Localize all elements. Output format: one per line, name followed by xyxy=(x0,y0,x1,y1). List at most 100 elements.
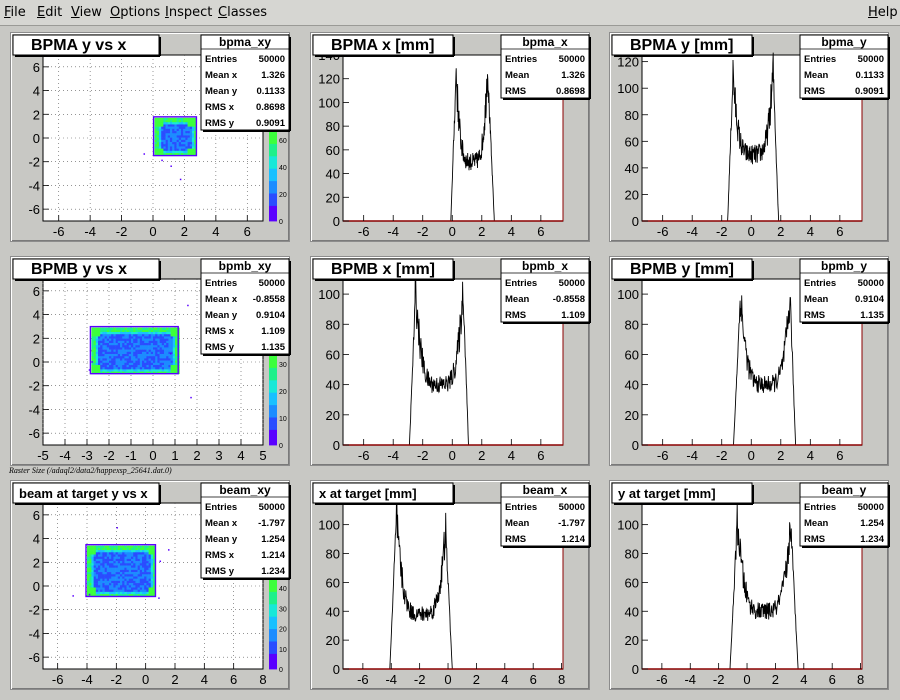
y-tick-label: 60 xyxy=(625,347,639,362)
menu-file[interactable]: File xyxy=(4,5,26,20)
menu-help[interactable]: Help xyxy=(868,5,898,20)
density-cell xyxy=(120,561,123,564)
density-cell xyxy=(168,334,171,337)
density-cell xyxy=(161,334,165,337)
density-cell xyxy=(172,360,176,364)
density-cell xyxy=(185,120,188,123)
density-cell xyxy=(109,545,112,549)
palette-cell xyxy=(269,140,277,144)
density-cell xyxy=(144,356,147,359)
y-tick-label: 40 xyxy=(326,378,340,393)
density-cell xyxy=(115,591,119,595)
palette-tick-label: 10 xyxy=(279,647,287,654)
plot-pad-bpma_y[interactable]: -6 -4 -2 0 2 4 6 0 20 40 60 80 100 120 BPMA y [mm] bpma… xyxy=(609,32,890,242)
density-cell xyxy=(117,343,121,346)
density-cell xyxy=(120,550,123,553)
plot-pad-bpma_xy[interactable]: 0 20 40 60 -6 -4 -2 0 2 4 6 -6 -4 -2 0 2 4 6 BPMA y vs x bp… xyxy=(10,32,291,242)
density-cell xyxy=(109,569,112,573)
density-cell xyxy=(153,558,156,562)
density-cell xyxy=(161,128,164,132)
density-cell xyxy=(146,547,149,551)
density-cell xyxy=(95,329,99,333)
x-tick-label: -6 xyxy=(657,448,669,463)
density-cell xyxy=(157,351,160,355)
density-cell xyxy=(104,356,108,359)
density-cell xyxy=(106,569,110,573)
stats-value: 50000 xyxy=(259,278,285,289)
density-cell xyxy=(115,332,119,335)
density-cell xyxy=(170,365,174,368)
palette-cell xyxy=(269,622,277,626)
density-cell xyxy=(95,367,99,370)
menu-classes[interactable]: Classes xyxy=(218,5,267,20)
density-cell xyxy=(161,148,164,152)
density-cell xyxy=(168,351,171,355)
density-cell xyxy=(100,585,103,588)
menu-inspect[interactable]: Inspect xyxy=(165,5,213,20)
density-cell xyxy=(128,583,132,586)
density-cell xyxy=(124,349,127,353)
density-cell xyxy=(128,591,132,595)
density-cell xyxy=(175,354,178,357)
density-cell xyxy=(98,594,101,597)
density-cell xyxy=(168,332,171,335)
density-cell xyxy=(165,131,169,134)
menu-edit[interactable]: Edit xyxy=(37,5,63,20)
density-cell xyxy=(98,351,101,355)
plot-pad-beam_y[interactable]: -6 -4 -2 0 2 4 6 8 0 20 40 60 80 100 y at target [mm] b… xyxy=(609,480,890,690)
density-cell xyxy=(131,563,134,566)
plot-pad-bpma_x[interactable]: -6-4-20246020406080100120140BPMA x [mm]b… xyxy=(310,32,591,242)
density-cell xyxy=(95,589,99,593)
density-cell xyxy=(128,585,132,588)
density-cell xyxy=(164,360,167,364)
density-cell xyxy=(102,545,105,549)
palette-cell xyxy=(269,367,277,371)
density-cell xyxy=(117,558,121,562)
density-cell xyxy=(109,576,112,579)
density-cell xyxy=(146,340,149,344)
palette-cell xyxy=(269,186,277,191)
density-cell xyxy=(113,358,116,361)
density-cell xyxy=(104,358,108,361)
density-cell xyxy=(180,144,184,147)
density-cell xyxy=(126,585,130,588)
menu-view[interactable]: View xyxy=(71,5,102,20)
density-cell xyxy=(98,589,101,593)
density-cell xyxy=(98,565,101,568)
density-cell xyxy=(126,589,130,593)
density-cell xyxy=(178,126,182,130)
x-tick-label: 6 xyxy=(829,672,836,687)
density-cell xyxy=(191,139,195,143)
density-cell xyxy=(144,369,147,372)
plot-pad-bpmb_x[interactable]: -6 -4 -2 0 2 4 6 0 20 40 60 80 100 BPMB x [mm] bpmb_x E… xyxy=(310,256,591,466)
density-cell xyxy=(176,124,180,127)
density-cell xyxy=(139,547,143,551)
density-cell xyxy=(135,351,138,355)
density-cell xyxy=(115,362,119,366)
density-cell xyxy=(146,576,149,579)
palette-cell xyxy=(269,361,277,365)
x-tick-label: 0 xyxy=(748,448,755,463)
density-cell xyxy=(144,327,147,331)
density-cell xyxy=(187,122,191,125)
density-cell xyxy=(95,554,99,557)
density-cell xyxy=(174,133,177,136)
density-cell xyxy=(120,338,123,342)
plot-pad-beam_xy[interactable]: 0 10 20 30 40 -6 -4 -2 0 2 4 6 8 -6 -4 -2 0 2 4 6 beam at ta… xyxy=(10,480,291,690)
density-cell xyxy=(98,576,101,579)
density-cell xyxy=(165,120,169,123)
plot-pad-beam_x[interactable]: -6 -4 -2 0 2 4 6 8 0 20 40 60 80 100 x at target [mm] b… xyxy=(310,480,591,690)
plot-pad-bpmb_y[interactable]: -6 -4 -2 0 2 4 6 0 20 40 60 80 100 BPMB y [mm] bpmb_y E… xyxy=(609,256,890,466)
density-cell xyxy=(148,338,152,342)
menu-options[interactable]: Options xyxy=(110,5,161,20)
density-cell xyxy=(148,580,152,584)
density-cell xyxy=(100,371,103,375)
density-cell xyxy=(93,552,97,555)
density-cell xyxy=(167,148,171,152)
density-cell xyxy=(169,135,173,138)
plot-pad-bpmb_xy[interactable]: 0 10 20 30 -5 -4 -3 -2 -1 0 1 2 3 4 5 -6 -4 -2 0 2 4 6 BPMB y … xyxy=(10,256,291,466)
palette-cell xyxy=(269,171,277,175)
density-cell xyxy=(142,358,145,361)
density-cell xyxy=(113,354,116,357)
